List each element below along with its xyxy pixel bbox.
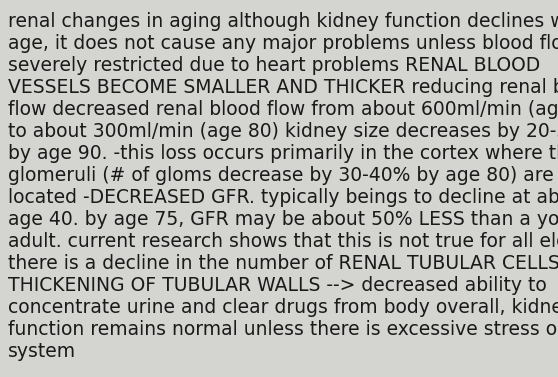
Text: severely restricted due to heart problems RENAL BLOOD: severely restricted due to heart problem…	[8, 56, 540, 75]
Text: function remains normal unless there is excessive stress on the: function remains normal unless there is …	[8, 320, 558, 339]
Text: located -DECREASED GFR. typically beings to decline at about: located -DECREASED GFR. typically beings…	[8, 188, 558, 207]
Text: there is a decline in the number of RENAL TUBULAR CELLS and: there is a decline in the number of RENA…	[8, 254, 558, 273]
Text: to about 300ml/min (age 80) kidney size decreases by 20-30%: to about 300ml/min (age 80) kidney size …	[8, 122, 558, 141]
Text: glomeruli (# of gloms decrease by 30-40% by age 80) are: glomeruli (# of gloms decrease by 30-40%…	[8, 166, 554, 185]
Text: age, it does not cause any major problems unless blood flow is: age, it does not cause any major problem…	[8, 34, 558, 53]
Text: VESSELS BECOME SMALLER AND THICKER reducing renal blood: VESSELS BECOME SMALLER AND THICKER reduc…	[8, 78, 558, 97]
Text: age 40. by age 75, GFR may be about 50% LESS than a young: age 40. by age 75, GFR may be about 50% …	[8, 210, 558, 229]
Text: concentrate urine and clear drugs from body overall, kidney: concentrate urine and clear drugs from b…	[8, 298, 558, 317]
Text: flow decreased renal blood flow from about 600ml/min (age 40): flow decreased renal blood flow from abo…	[8, 100, 558, 119]
Text: THICKENING OF TUBULAR WALLS --> decreased ability to: THICKENING OF TUBULAR WALLS --> decrease…	[8, 276, 547, 295]
Text: by age 90. -this loss occurs primarily in the cortex where the: by age 90. -this loss occurs primarily i…	[8, 144, 558, 163]
Text: renal changes in aging although kidney function declines with: renal changes in aging although kidney f…	[8, 12, 558, 31]
Text: system: system	[8, 342, 76, 361]
Text: adult. current research shows that this is not true for all elders: adult. current research shows that this …	[8, 232, 558, 251]
